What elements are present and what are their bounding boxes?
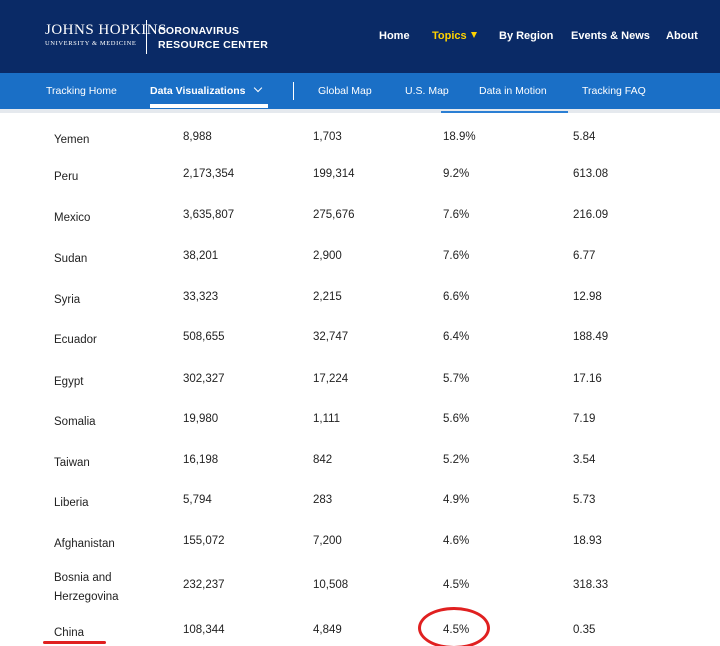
site-title[interactable]: CORONAVIRUS RESOURCE CENTER	[158, 24, 268, 52]
deaths-cell: 32,747	[313, 331, 349, 343]
cases-cell: 155,072	[183, 535, 225, 547]
site-title-line2: RESOURCE CENTER	[158, 39, 269, 51]
subnav-data-in-motion[interactable]: Data in Motion	[479, 85, 547, 97]
country-cell[interactable]: Yemen	[54, 134, 90, 146]
deaths-cell: 842	[313, 454, 333, 466]
nav-about[interactable]: About	[666, 30, 698, 42]
caret-down-icon	[470, 32, 477, 38]
subnav-tracking-home[interactable]: Tracking Home	[46, 85, 117, 97]
logo-subtitle: UNIVERSITY & MEDICINE	[45, 40, 137, 47]
country-cell[interactable]: Mexico	[54, 212, 91, 224]
chevron-down-icon	[253, 83, 262, 93]
case-fatality-cell: 6.6%	[443, 291, 470, 303]
nav-topics-label: Topics	[432, 30, 467, 42]
case-fatality-cell: 4.6%	[443, 535, 470, 547]
cases-cell: 2,173,354	[183, 168, 235, 180]
deaths-per-100k-cell: 17.16	[573, 373, 602, 385]
cases-cell: 108,344	[183, 624, 225, 636]
cases-cell: 508,655	[183, 331, 225, 343]
deaths-per-100k-cell: 3.54	[573, 454, 596, 466]
cases-cell: 19,980	[183, 413, 219, 425]
cases-cell: 16,198	[183, 454, 219, 466]
deaths-cell: 1,111	[313, 413, 341, 425]
country-cell[interactable]: Liberia	[54, 497, 89, 509]
case-fatality-cell: 4.9%	[443, 494, 470, 506]
case-fatality-cell: 5.6%	[443, 413, 470, 425]
deaths-cell: 1,703	[313, 131, 342, 143]
deaths-per-100k-cell: 18.93	[573, 535, 602, 547]
deaths-cell: 17,224	[313, 373, 349, 385]
sub-nav: Tracking Home Data Visualizations Global…	[0, 73, 720, 109]
country-cell[interactable]: Sudan	[54, 253, 88, 265]
subnav-data-visualizations-label: Data Visualizations	[150, 85, 246, 97]
deaths-cell: 2,900	[313, 250, 342, 262]
country-cell[interactable]: Egypt	[54, 376, 84, 388]
nav-home[interactable]: Home	[379, 30, 410, 42]
subnav-us-map[interactable]: U.S. Map	[405, 85, 449, 97]
nav-topics[interactable]: Topics	[432, 30, 477, 42]
site-title-line1: CORONAVIRUS	[158, 25, 240, 37]
deaths-per-100k-cell: 5.73	[573, 494, 596, 506]
case-fatality-cell: 18.9%	[443, 131, 476, 143]
active-tab-underline	[150, 104, 268, 108]
annotation-circle	[418, 607, 490, 646]
cases-cell: 302,327	[183, 373, 225, 385]
deaths-cell: 10,508	[313, 579, 349, 591]
country-cell[interactable]: China	[54, 627, 85, 639]
country-cell[interactable]: Somalia	[54, 416, 96, 428]
deaths-cell: 199,314	[313, 168, 355, 180]
country-cell[interactable]: Bosnia and Herzegovina	[54, 572, 119, 603]
deaths-per-100k-cell: 7.19	[573, 413, 596, 425]
deaths-per-100k-cell: 5.84	[573, 131, 596, 143]
logo-divider	[146, 20, 147, 54]
deaths-per-100k-cell: 216.09	[573, 209, 609, 221]
deaths-per-100k-cell: 0.35	[573, 624, 596, 636]
deaths-per-100k-cell: 613.08	[573, 168, 609, 180]
case-fatality-cell: 4.5%	[443, 579, 470, 591]
site-header: JOHNS HOPKINS UNIVERSITY & MEDICINE CORO…	[0, 0, 720, 73]
subnav-divider	[293, 82, 294, 100]
deaths-per-100k-cell: 188.49	[573, 331, 609, 343]
case-fatality-cell: 9.2%	[443, 168, 470, 180]
sorted-column-indicator	[441, 111, 568, 113]
header-shadow	[0, 109, 720, 113]
cases-cell: 232,237	[183, 579, 225, 591]
case-fatality-cell: 7.6%	[443, 250, 470, 262]
nav-by-region[interactable]: By Region	[499, 30, 554, 42]
deaths-cell: 275,676	[313, 209, 355, 221]
deaths-cell: 2,215	[313, 291, 342, 303]
cases-cell: 3,635,807	[183, 209, 235, 221]
case-fatality-cell: 6.4%	[443, 331, 470, 343]
subnav-tracking-faq[interactable]: Tracking FAQ	[582, 85, 646, 97]
case-fatality-cell: 5.2%	[443, 454, 470, 466]
subnav-global-map[interactable]: Global Map	[318, 85, 372, 97]
deaths-per-100k-cell: 318.33	[573, 579, 609, 591]
annotation-underline	[43, 641, 106, 644]
nav-events-news[interactable]: Events & News	[571, 30, 650, 42]
case-fatality-cell: 5.7%	[443, 373, 470, 385]
country-cell[interactable]: Peru	[54, 171, 79, 183]
country-cell[interactable]: Syria	[54, 294, 81, 306]
country-cell[interactable]: Afghanistan	[54, 538, 115, 550]
logo-name: JOHNS HOPKINS	[45, 22, 167, 38]
deaths-per-100k-cell: 12.98	[573, 291, 602, 303]
country-cell[interactable]: Taiwan	[54, 457, 90, 469]
cases-cell: 8,988	[183, 131, 212, 143]
jhu-logo[interactable]: JOHNS HOPKINS UNIVERSITY & MEDICINE	[45, 22, 167, 47]
cases-cell: 5,794	[183, 494, 212, 506]
country-cell[interactable]: Ecuador	[54, 334, 97, 346]
subnav-data-visualizations[interactable]: Data Visualizations	[150, 83, 262, 97]
deaths-cell: 4,849	[313, 624, 342, 636]
cases-cell: 33,323	[183, 291, 219, 303]
deaths-per-100k-cell: 6.77	[573, 250, 596, 262]
cases-cell: 38,201	[183, 250, 219, 262]
deaths-cell: 7,200	[313, 535, 342, 547]
deaths-cell: 283	[313, 494, 333, 506]
case-fatality-cell: 7.6%	[443, 209, 470, 221]
